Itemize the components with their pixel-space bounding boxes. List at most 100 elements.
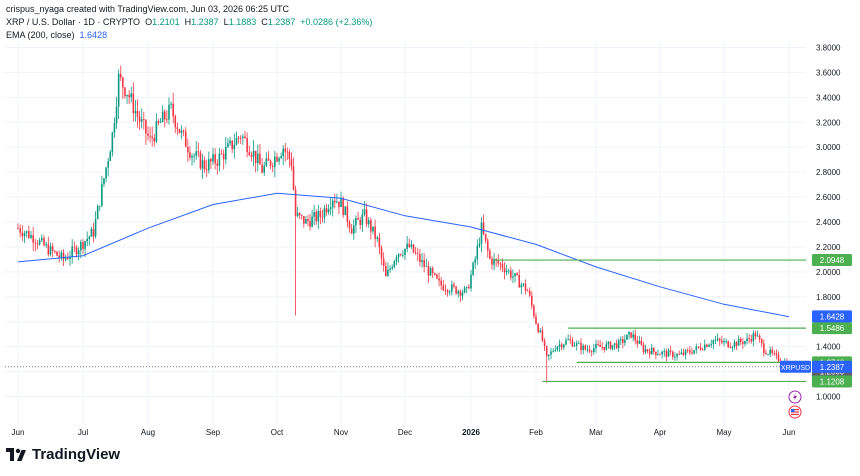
us-flag-icon[interactable] bbox=[788, 405, 802, 419]
tradingview-logo[interactable]: TradingView bbox=[6, 446, 120, 463]
candle-body bbox=[342, 198, 344, 216]
candle-body bbox=[124, 87, 126, 97]
open-label: O bbox=[145, 17, 153, 27]
candle-body bbox=[132, 93, 135, 114]
candle-body bbox=[235, 137, 238, 145]
candle-body bbox=[191, 156, 193, 158]
candle-body bbox=[480, 222, 483, 244]
candle-body bbox=[459, 291, 462, 296]
candle-body bbox=[357, 218, 359, 220]
candle-body bbox=[771, 349, 774, 353]
candle-body bbox=[271, 165, 274, 167]
candle-body bbox=[699, 347, 702, 350]
high-label: H bbox=[184, 17, 192, 27]
candle-body bbox=[714, 340, 717, 341]
candle-body bbox=[442, 285, 445, 291]
change-value: +0.0286 (+2.36%) bbox=[300, 17, 373, 27]
candle-body bbox=[554, 349, 557, 351]
candle-body bbox=[735, 341, 738, 346]
candle-body bbox=[180, 130, 183, 133]
candle-body bbox=[296, 213, 299, 216]
time-tick-label: Sep bbox=[206, 428, 221, 437]
candle-body bbox=[769, 349, 771, 355]
candle-body bbox=[56, 251, 58, 256]
candle-body bbox=[406, 243, 408, 249]
candle-body bbox=[421, 260, 423, 262]
candle-body bbox=[760, 339, 763, 344]
time-tick-label: Apr bbox=[654, 428, 667, 437]
candle-body bbox=[92, 228, 95, 237]
candle-body bbox=[691, 352, 693, 354]
time-tick-label: Oct bbox=[271, 428, 284, 437]
candle-body bbox=[539, 330, 542, 333]
high-value: 1.2387 bbox=[191, 17, 219, 27]
time-tick-label: Dec bbox=[398, 428, 412, 437]
candle-body bbox=[408, 243, 411, 247]
candle-body bbox=[731, 346, 734, 348]
ema-label[interactable]: EMA (200, close) bbox=[6, 30, 75, 40]
symbol-title[interactable]: XRP / U.S. Dollar · 1D · CRYPTO bbox=[6, 17, 141, 27]
candle-body bbox=[157, 121, 160, 123]
candle-body bbox=[721, 340, 723, 343]
candle-body bbox=[507, 270, 510, 272]
lightning-icon[interactable] bbox=[788, 390, 802, 404]
candle-body bbox=[292, 166, 295, 190]
candle-body bbox=[653, 347, 655, 352]
candle-body bbox=[250, 155, 253, 157]
candle-body bbox=[278, 158, 280, 162]
candle-body bbox=[372, 226, 374, 232]
price-axis[interactable]: 3.8000 3.6000 3.4000 3.2000 3.0000 2.8000 2.60… bbox=[816, 43, 841, 401]
price-tick-label: 3.4000 bbox=[816, 93, 841, 102]
candle-body bbox=[265, 158, 268, 166]
candle-body bbox=[163, 111, 166, 120]
candle-body bbox=[126, 94, 128, 97]
candle-body bbox=[584, 345, 587, 350]
candle-body bbox=[672, 351, 674, 358]
candle-body bbox=[389, 268, 391, 270]
time-tick-label: Nov bbox=[334, 428, 348, 437]
candle-body bbox=[503, 268, 506, 273]
tradingview-logo-text: TradingView bbox=[32, 446, 121, 463]
candle-body bbox=[617, 340, 620, 349]
price-tick-label: 3.0000 bbox=[816, 143, 841, 152]
candle-body bbox=[676, 354, 678, 357]
candle-body bbox=[729, 347, 732, 348]
candle-body bbox=[569, 339, 572, 341]
candle-body bbox=[38, 240, 41, 245]
time-axis[interactable]: Jun Jul Aug Sep Oct Nov Dec 2026 Feb Mar Apr May Jun bbox=[12, 428, 796, 437]
candle-body bbox=[567, 339, 569, 341]
candle-body bbox=[385, 265, 387, 277]
candle-body bbox=[62, 252, 65, 260]
candle-body bbox=[419, 254, 421, 262]
candle-body bbox=[45, 244, 47, 246]
level-price-tag: 1.1208 bbox=[820, 377, 845, 386]
candle-body bbox=[410, 244, 413, 247]
candle-body bbox=[573, 345, 576, 347]
candle-body bbox=[195, 151, 198, 156]
candle-body bbox=[669, 350, 672, 352]
candle-body bbox=[254, 150, 257, 164]
candle-body bbox=[51, 246, 54, 252]
price-tags: 1.20002.09481.54861.27401.12081.64281.23… bbox=[780, 254, 852, 388]
low-value: 1.1883 bbox=[228, 17, 257, 27]
candle-body bbox=[510, 270, 512, 278]
candle-body bbox=[648, 351, 651, 355]
candle-body bbox=[548, 354, 550, 357]
candle-body bbox=[77, 250, 80, 255]
candle-body bbox=[543, 340, 546, 347]
candle-body bbox=[212, 154, 214, 162]
candle-body bbox=[96, 205, 99, 220]
price-tick-label: 3.6000 bbox=[816, 68, 841, 77]
candle-body bbox=[73, 246, 76, 248]
candle-body bbox=[773, 352, 776, 354]
candle-body bbox=[472, 262, 474, 275]
candle-body bbox=[665, 351, 668, 357]
candle-body bbox=[512, 276, 514, 278]
symbol-price-tag-bg bbox=[780, 360, 811, 373]
horizontal-levels bbox=[494, 259, 806, 383]
candle-body bbox=[758, 335, 761, 340]
candle-body bbox=[402, 254, 404, 256]
candle-body bbox=[229, 140, 231, 144]
last-price-tag-bg bbox=[812, 360, 852, 373]
